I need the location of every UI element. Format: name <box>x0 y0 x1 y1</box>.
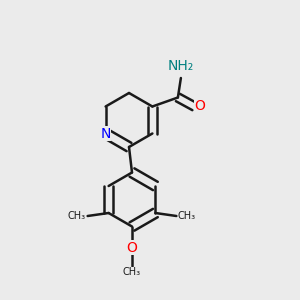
Text: CH₃: CH₃ <box>178 211 196 221</box>
Text: CH₃: CH₃ <box>123 267 141 277</box>
Text: O: O <box>194 100 205 113</box>
Text: NH₂: NH₂ <box>168 58 194 73</box>
Text: CH₃: CH₃ <box>68 211 86 221</box>
Text: O: O <box>127 241 137 254</box>
Text: N: N <box>100 127 111 140</box>
